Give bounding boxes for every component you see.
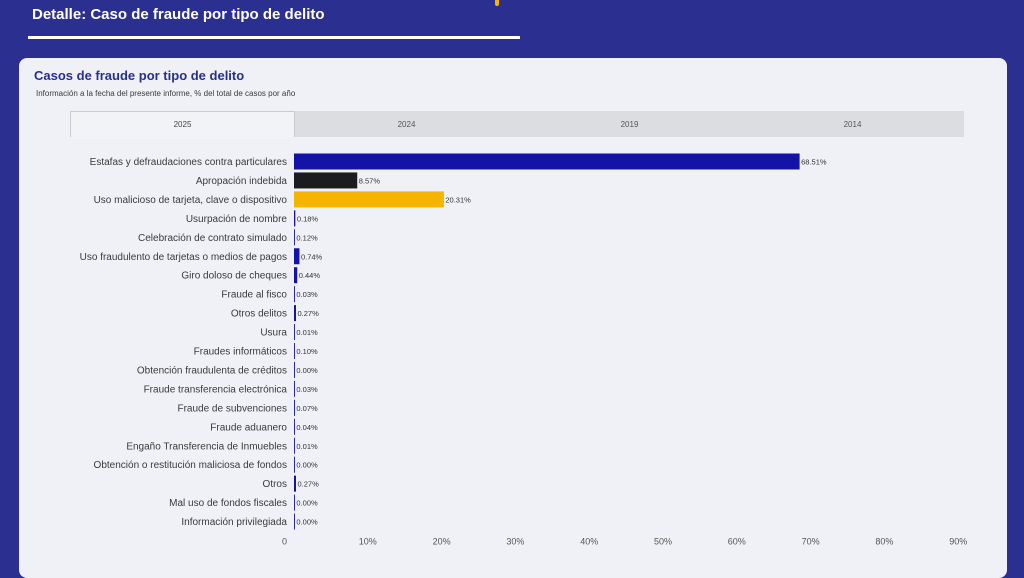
x-tick-label: 10% — [359, 537, 377, 547]
bar — [294, 267, 298, 284]
data-label: 0.12% — [296, 233, 318, 242]
data-label: 0.01% — [296, 328, 318, 337]
bar — [294, 153, 800, 170]
category-label: Engaño Transferencia de Inmuebles — [126, 441, 287, 452]
bar — [294, 437, 295, 454]
category-label: Fraude al fisco — [221, 290, 287, 301]
category-label: Uso malicioso de tarjeta, clave o dispos… — [94, 195, 288, 206]
data-label: 0.74% — [301, 252, 323, 261]
data-label: 0.04% — [296, 423, 318, 432]
data-label: 0.44% — [299, 271, 321, 280]
data-label: 0.03% — [296, 290, 318, 299]
bar-chart: Estafas y defraudaciones contra particul… — [80, 153, 967, 547]
bar — [294, 380, 295, 397]
bar — [294, 210, 296, 227]
x-tick-label: 40% — [580, 537, 598, 547]
category-label: Otros — [263, 479, 287, 490]
bar — [294, 191, 444, 208]
bar — [294, 229, 295, 246]
category-label: Uso fraudulento de tarjetas o medios de … — [80, 252, 287, 263]
data-label: 0.00% — [296, 518, 318, 527]
category-label: Información privilegiada — [181, 517, 287, 528]
x-tick-label: 50% — [654, 537, 672, 547]
category-label: Mal uso de fondos fiscales — [169, 498, 287, 509]
tab-2019[interactable]: 2019 — [620, 119, 639, 129]
bar — [294, 399, 295, 416]
category-label: Apropación indebida — [196, 176, 288, 187]
x-tick-label: 30% — [506, 537, 524, 547]
tab-2024[interactable]: 2024 — [397, 119, 416, 129]
category-label: Obtención o restitución maliciosa de fon… — [94, 460, 287, 471]
data-label: 0.18% — [297, 214, 319, 223]
bar — [294, 513, 295, 530]
bar — [294, 343, 295, 359]
category-label: Usura — [260, 328, 287, 339]
data-label: 0.27% — [297, 309, 319, 318]
bar — [294, 324, 295, 341]
category-label: Fraude de subvenciones — [177, 403, 287, 414]
data-label: 8.57% — [359, 176, 381, 185]
category-label: Giro doloso de cheques — [181, 271, 287, 282]
bar — [294, 286, 295, 303]
bar — [294, 418, 295, 435]
x-tick-label: 90% — [949, 537, 967, 547]
page-header: Detalle: Caso de fraude por tipo de deli… — [28, 0, 520, 39]
bar — [294, 305, 296, 322]
category-label: Celebración de contrato simulado — [138, 233, 287, 244]
chart-title: Casos de fraude por tipo de delito — [34, 68, 245, 83]
bar — [294, 361, 295, 378]
category-label: Fraude transferencia electrónica — [144, 384, 288, 395]
page-title: Detalle: Caso de fraude por tipo de deli… — [32, 6, 325, 23]
data-label: 0.00% — [296, 461, 318, 470]
category-label: Otros delitos — [231, 309, 287, 320]
category-label: Obtención fraudulenta de créditos — [137, 365, 287, 376]
x-tick-label: 80% — [875, 537, 893, 547]
chart-subtitle: Información a la fecha del presente info… — [36, 89, 296, 98]
data-label: 0.00% — [296, 499, 318, 508]
data-label: 0.27% — [297, 480, 319, 489]
data-label: 0.01% — [296, 442, 318, 451]
chart-card: Casos de fraude por tipo de delito Infor… — [19, 58, 1007, 578]
category-label: Usurpación de nombre — [186, 214, 288, 225]
bar — [294, 494, 295, 511]
bar — [294, 248, 300, 265]
data-label: 20.31% — [445, 195, 471, 204]
x-tick-label: 70% — [802, 537, 820, 547]
bar — [294, 456, 295, 473]
x-tick-label: 60% — [728, 537, 746, 547]
data-label: 0.00% — [296, 366, 318, 375]
category-label: Fraude aduanero — [210, 422, 287, 433]
x-tick-label: 20% — [433, 537, 451, 547]
data-label: 0.03% — [296, 385, 318, 394]
tab-2014[interactable]: 2014 — [843, 119, 862, 129]
data-label: 0.10% — [296, 347, 318, 356]
year-tabs: 2025 2024 2019 2014 — [70, 111, 964, 137]
accent-mark — [495, 0, 499, 6]
tab-2025[interactable]: 2025 — [70, 111, 295, 137]
data-label: 0.07% — [296, 404, 318, 413]
category-label: Fraudes informáticos — [194, 347, 287, 358]
data-label: 68.51% — [801, 158, 827, 167]
bar — [294, 475, 296, 492]
category-label: Estafas y defraudaciones contra particul… — [90, 157, 287, 168]
bar — [294, 172, 358, 189]
x-tick-label: 0 — [282, 537, 287, 547]
